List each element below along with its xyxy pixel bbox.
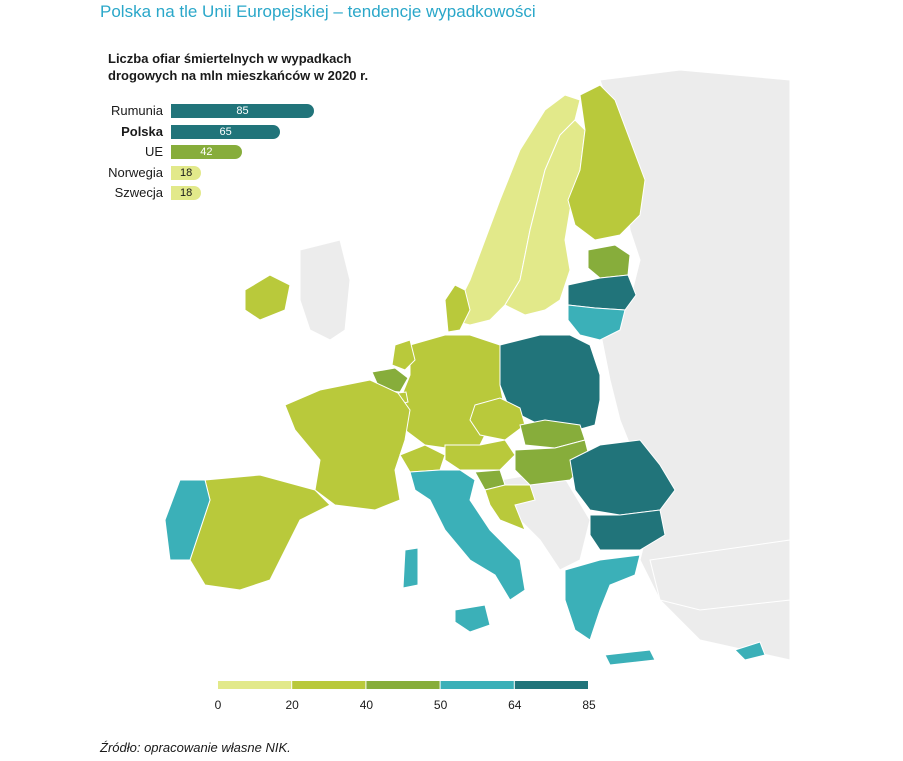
region-lotwa: Łotwa <box>567 274 637 311</box>
region-irlandia: Irlandia <box>244 274 291 321</box>
bar-category-label: Rumunia <box>110 103 163 118</box>
legend-tick-label: 0 <box>214 698 222 712</box>
bar-category-label: Szwecja <box>114 185 163 200</box>
page-title: Polska na tle Unii Europejskiej – tenden… <box>100 2 536 21</box>
legend-tick-label: 50 <box>433 698 448 712</box>
region-estonia: Estonia <box>587 244 631 279</box>
bar-category-label: UE <box>144 144 163 159</box>
bar: 42 <box>171 145 242 159</box>
legend-tick-label: 20 <box>285 698 299 712</box>
legend-swatch <box>440 681 514 689</box>
legend-scale <box>218 681 588 689</box>
region-rumunia: Rumunia <box>569 439 676 516</box>
legend-swatch <box>292 681 366 689</box>
bar-row: Szwecja 18 <box>0 186 400 200</box>
source-note: Źródło: opracowanie własne NIK. <box>100 740 291 755</box>
region-bulgaria: Bułgaria <box>589 509 666 551</box>
bar: 18 <box>171 165 202 180</box>
region-francja: Francja <box>284 379 411 511</box>
region-chorwacja: Słowenia <box>484 484 536 531</box>
region-finlandia: Finlandia <box>567 84 646 241</box>
legend-swatch <box>514 681 588 689</box>
bar-category-label: Polska <box>121 123 163 139</box>
region-grecja-kreta: Grecja <box>604 649 656 666</box>
region-litwa: Litwa <box>567 304 626 341</box>
region-cypr: Cypr <box>734 641 766 661</box>
non-eu-land <box>299 69 791 661</box>
region-austria: Austria <box>444 439 516 471</box>
region-wlochy: Chorwacja <box>409 469 526 601</box>
chart-heading: Liczba ofiar śmiertelnych w wypadkach dr… <box>108 51 369 83</box>
legend-tick-label: 40 <box>359 698 374 712</box>
bar: 85 <box>171 104 314 118</box>
bar: 18 <box>171 186 202 200</box>
region-szwajcaria: Włochy <box>399 444 446 473</box>
legend-swatch <box>218 681 292 689</box>
region-grecja: Grecja <box>564 554 641 641</box>
region-holandia: Holandia <box>391 339 416 371</box>
bar-row: Rumunia 85 <box>0 104 400 118</box>
region-dania: Niemcy <box>444 284 471 333</box>
region-hiszpania: Hiszpania <box>189 474 331 591</box>
bar: 65 <box>171 124 281 139</box>
bar-row: Norwegia 18 <box>0 164 400 180</box>
region-czechy: Szwajcaria <box>469 397 526 441</box>
region-portugalia: Portugalia <box>164 479 211 561</box>
bar-row: Polska 65 <box>0 123 400 139</box>
bar-category-label: Norwegia <box>108 164 163 180</box>
region-wlochy-sardynia: Chorwacja <box>402 547 419 589</box>
legend-swatch <box>366 681 440 689</box>
bar-row: UE 42 <box>0 145 400 159</box>
legend-tick-label: 64 <box>508 698 522 712</box>
region-wlochy-sycylia: Chorwacja <box>454 604 491 633</box>
legend-tick-label: 85 <box>582 698 596 712</box>
